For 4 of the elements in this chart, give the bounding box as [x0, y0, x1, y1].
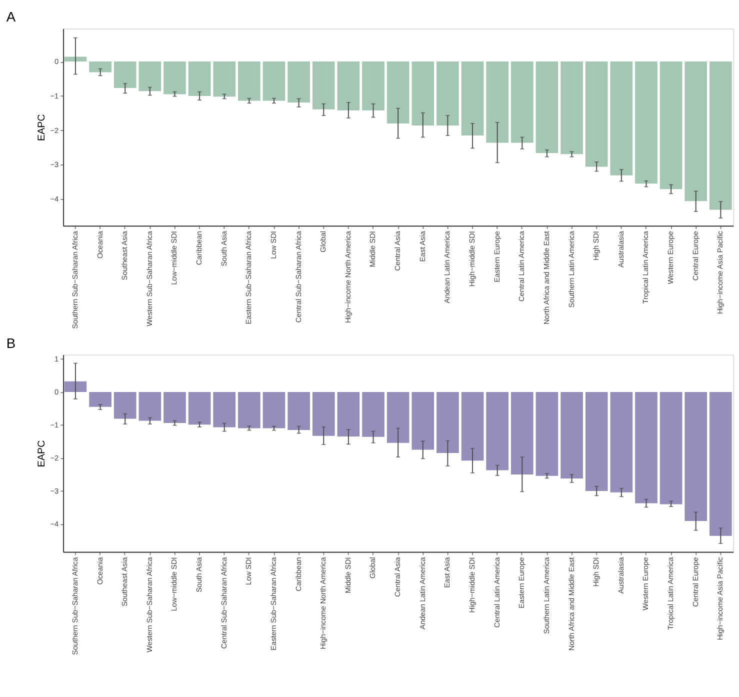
y-axis-title: EAPC: [36, 440, 48, 468]
chart-title: A: [6, 10, 16, 25]
chart-title: B: [6, 336, 16, 351]
y-axis-title: EAPC: [36, 114, 48, 141]
